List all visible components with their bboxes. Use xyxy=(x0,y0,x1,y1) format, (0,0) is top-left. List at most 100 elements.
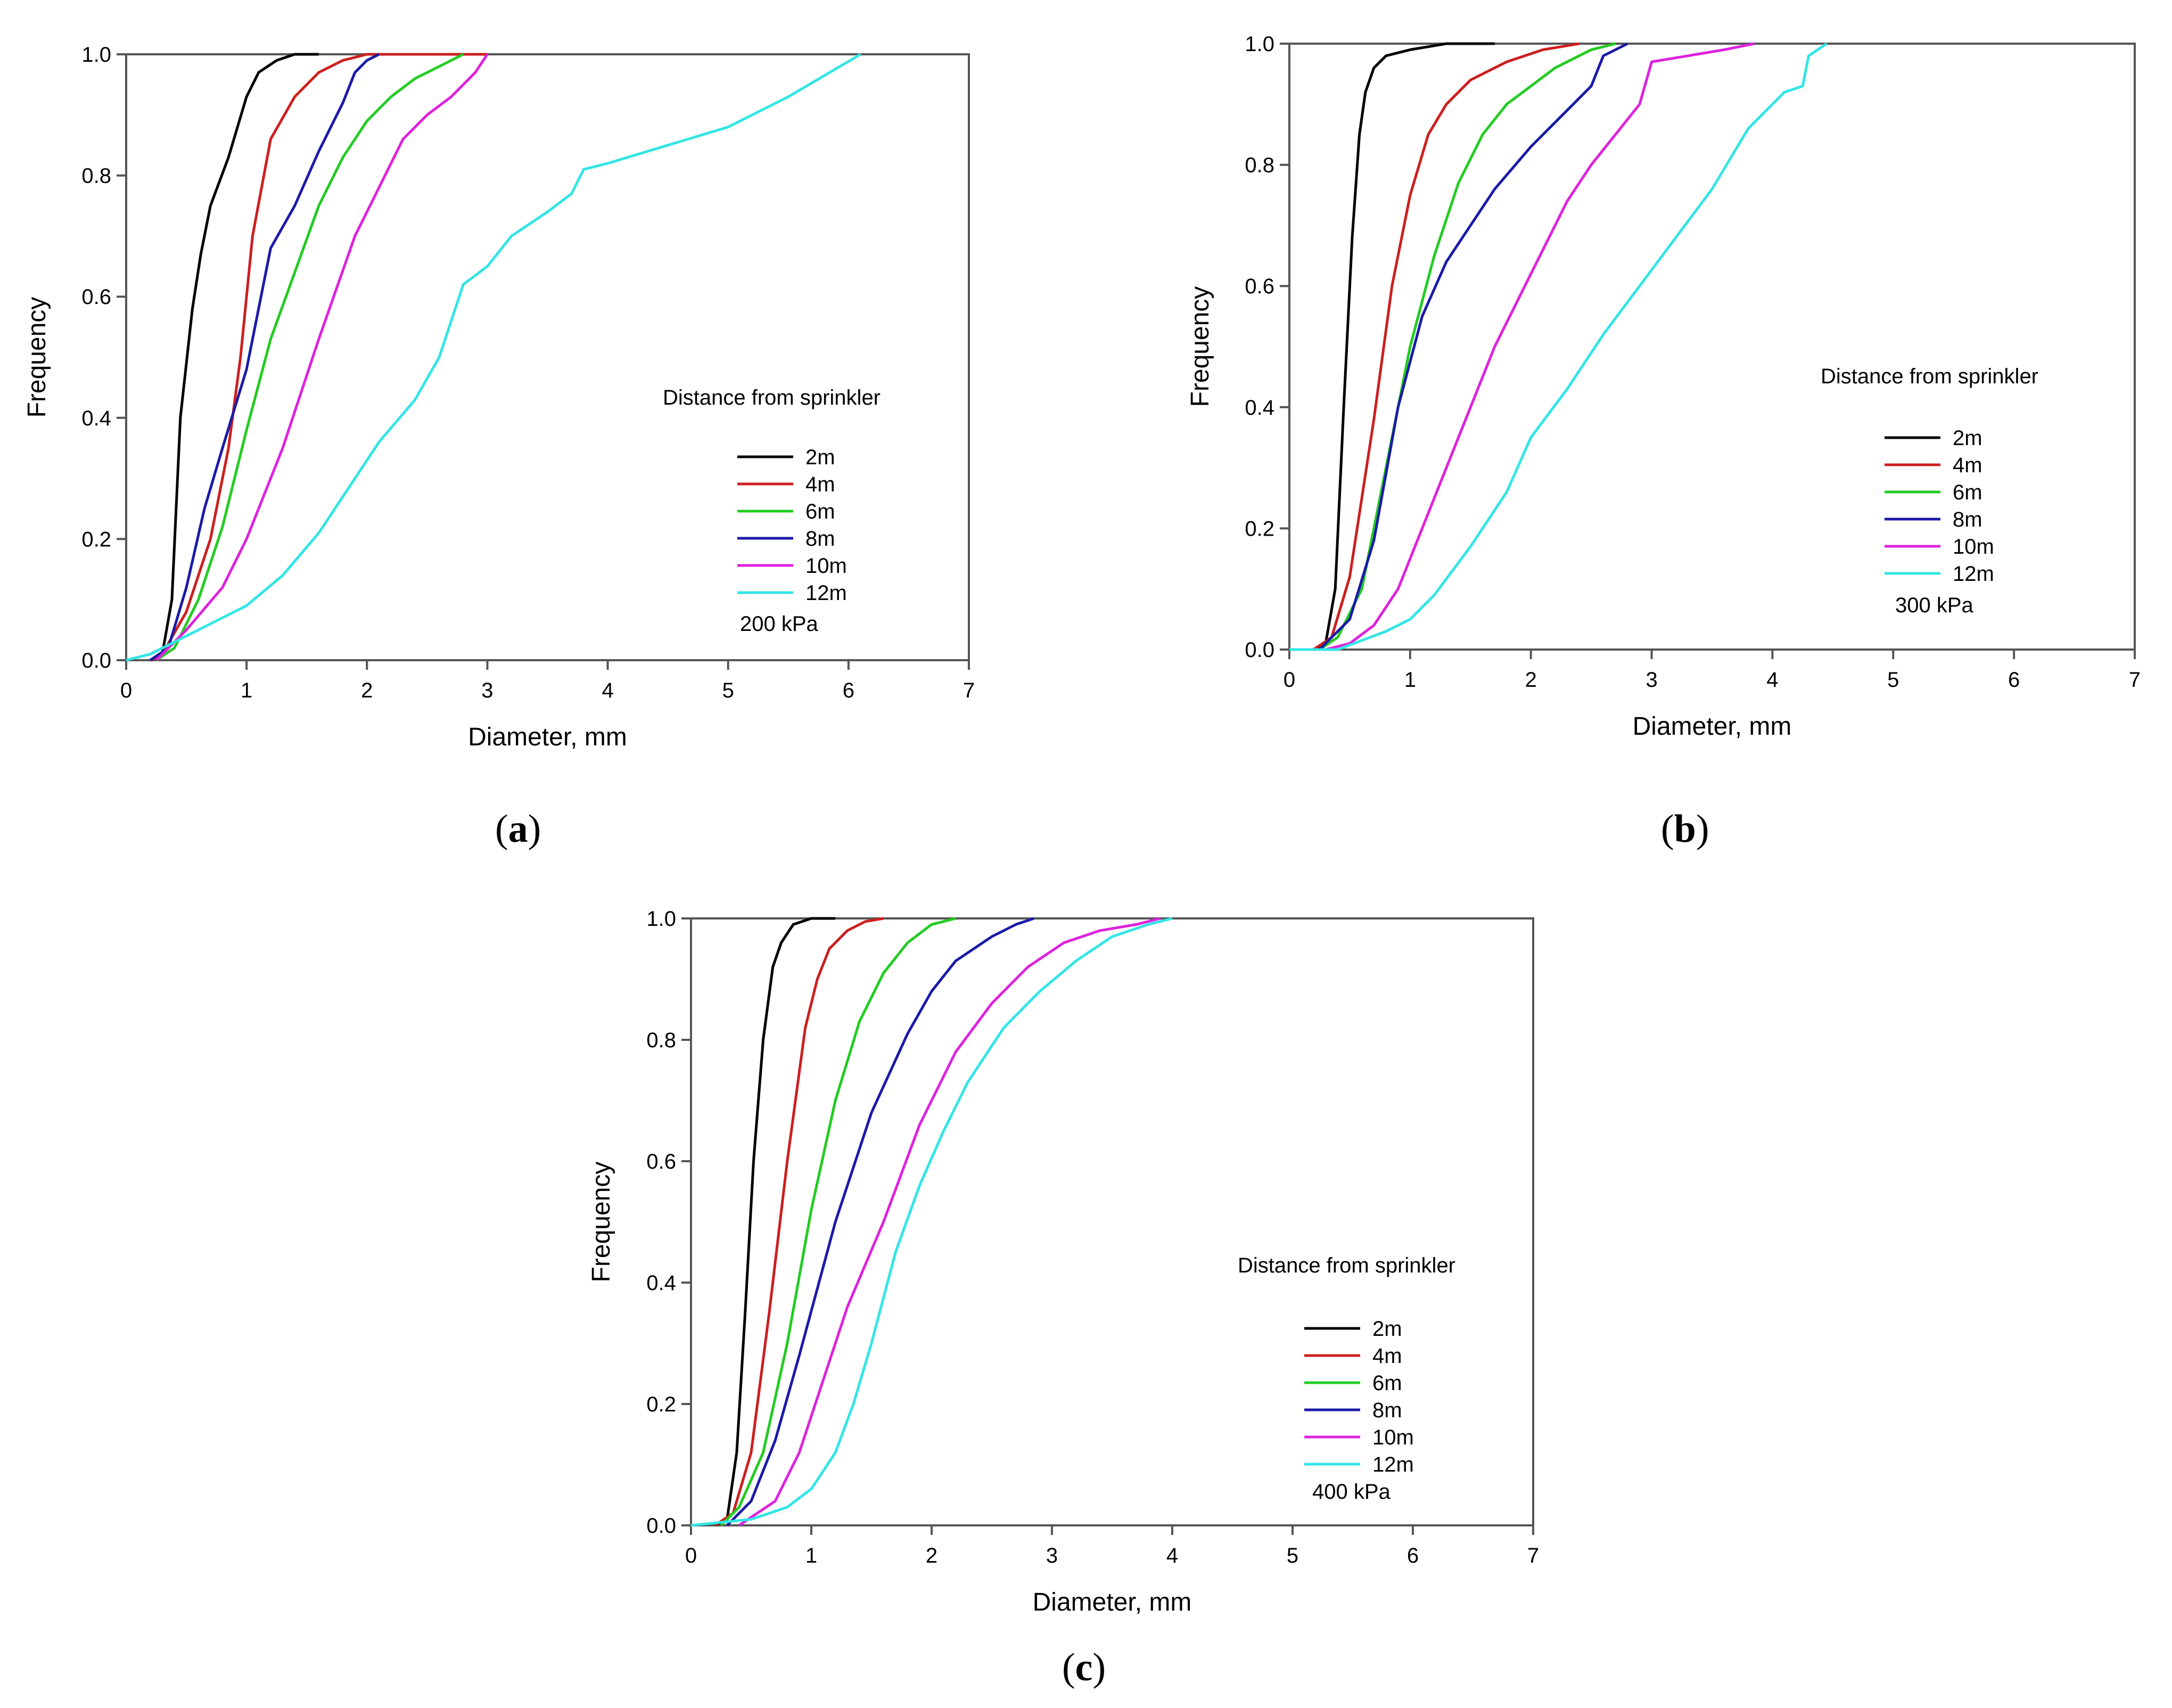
y-tick-label: 0.0 xyxy=(1245,638,1274,662)
x-tick-label: 7 xyxy=(1527,1544,1539,1567)
legend-label-12m: 12m xyxy=(805,581,847,605)
y-axis-label: Frequency xyxy=(1186,286,1214,407)
y-tick-label: 0.2 xyxy=(646,1393,676,1416)
y-tick-label: 0.8 xyxy=(646,1029,676,1052)
x-tick-label: 1 xyxy=(805,1544,817,1567)
y-tick-label: 0.6 xyxy=(1245,275,1274,298)
series-line-12m xyxy=(1289,42,1828,651)
y-tick-label: 0.2 xyxy=(81,528,111,551)
pressure-annotation: 300 kPa xyxy=(1895,594,1974,617)
x-tick-label: 5 xyxy=(722,679,734,702)
x-tick-label: 4 xyxy=(1766,668,1778,692)
legend-label-6m: 6m xyxy=(1372,1372,1402,1395)
legend-label-2m: 2m xyxy=(805,446,835,469)
legend-label-10m: 10m xyxy=(805,554,847,578)
series-line-8m xyxy=(726,917,1034,1526)
legend-label-10m: 10m xyxy=(1372,1426,1414,1449)
series-line-4m xyxy=(714,917,884,1527)
x-tick-label: 6 xyxy=(1407,1544,1419,1567)
chart-panel-b: 0 1 2 3 4 5 6 7 0.0 0.2 0.4 0.6 0.8 1.0 Diameter, mm Fr… xyxy=(1186,32,2141,741)
legend-label-8m: 8m xyxy=(1372,1399,1402,1422)
legend-label-2m: 2m xyxy=(1953,426,1982,450)
x-tick-label: 6 xyxy=(2008,668,2020,692)
series-line-12m xyxy=(126,53,861,662)
y-tick-label: 0.8 xyxy=(1245,154,1274,177)
series-line-2m xyxy=(714,917,836,1527)
y-axis-label: Frequency xyxy=(587,1162,615,1283)
x-tick-label: 2 xyxy=(361,679,373,702)
legend-label-6m: 6m xyxy=(805,500,835,523)
x-tick-label: 5 xyxy=(1887,668,1899,692)
y-tick-label: 0.8 xyxy=(81,165,111,188)
chart-panel-a: 0 1 2 3 4 5 6 7 0.0 0.2 0.4 0.6 0.8 1.0 Diameter, mm Fr… xyxy=(23,43,975,751)
legend-label-4m: 4m xyxy=(1953,454,1982,477)
y-tick-label: 1.0 xyxy=(81,43,111,67)
legend-title: Distance from sprinkler xyxy=(663,386,881,409)
x-tick-label: 4 xyxy=(602,679,613,702)
x-tick-label: 7 xyxy=(963,679,975,702)
legend-title: Distance from sprinkler xyxy=(1821,365,2038,388)
series-line-4m xyxy=(150,53,488,662)
x-tick-label: 4 xyxy=(1166,1544,1178,1567)
series-line-6m xyxy=(720,917,956,1526)
y-tick-label: 0.0 xyxy=(646,1514,676,1538)
x-tick-label: 3 xyxy=(1046,1544,1058,1567)
legend-label-6m: 6m xyxy=(1953,481,1982,504)
x-tick-label: 1 xyxy=(241,679,252,702)
x-tick-label: 5 xyxy=(1287,1544,1298,1567)
y-tick-label: 0.6 xyxy=(646,1150,676,1173)
x-axis-label: Diameter, mm xyxy=(1033,1588,1192,1616)
series-line-12m xyxy=(690,917,1173,1527)
legend-label-12m: 12m xyxy=(1372,1453,1414,1476)
x-tick-label: 3 xyxy=(481,679,493,702)
series-line-4m xyxy=(1313,42,1579,651)
x-tick-label: 2 xyxy=(926,1544,937,1567)
x-tick-label: 7 xyxy=(2129,668,2141,692)
legend-title: Distance from sprinkler xyxy=(1238,1254,1455,1277)
chart-panel-c: 0 1 2 3 4 5 6 7 0.0 0.2 0.4 0.6 0.8 1.0 Diameter, mm Fr… xyxy=(587,907,1539,1616)
x-tick-label: 1 xyxy=(1404,668,1416,692)
legend-label-2m: 2m xyxy=(1372,1317,1402,1341)
panel-label-a: (a) xyxy=(495,807,541,851)
x-tick-label: 6 xyxy=(843,679,854,702)
y-tick-label: 1.0 xyxy=(646,907,676,931)
series-line-6m xyxy=(1319,42,1616,651)
plot-frame xyxy=(1288,43,2136,651)
panel-label-c: (c) xyxy=(1062,1646,1106,1689)
y-tick-label: 1.0 xyxy=(1245,32,1274,56)
x-tick-label: 0 xyxy=(1284,668,1295,692)
series-line-10m xyxy=(738,917,1161,1527)
series-line-10m xyxy=(155,53,489,661)
panel-label-b: (b) xyxy=(1661,807,1709,851)
x-tick-label: 0 xyxy=(120,679,132,702)
legend-label-4m: 4m xyxy=(805,473,835,496)
y-axis-label: Frequency xyxy=(23,297,51,418)
legend-label-8m: 8m xyxy=(805,527,835,551)
x-tick-label: 2 xyxy=(1525,668,1537,692)
series-line-8m xyxy=(1318,42,1628,651)
plot-frame xyxy=(125,53,970,661)
pressure-annotation: 200 kPa xyxy=(740,612,819,636)
x-axis-label: Diameter, mm xyxy=(1633,712,1792,741)
y-tick-label: 0.4 xyxy=(1245,396,1274,420)
y-tick-label: 0.4 xyxy=(81,407,111,430)
series-line-10m xyxy=(1325,42,1755,651)
y-tick-label: 0.2 xyxy=(1245,517,1274,540)
legend-label-4m: 4m xyxy=(1372,1344,1402,1368)
x-tick-label: 3 xyxy=(1646,668,1657,692)
plot-frame xyxy=(690,917,1534,1526)
y-tick-label: 0.0 xyxy=(81,649,111,672)
y-tick-label: 0.4 xyxy=(646,1271,676,1295)
y-tick-label: 0.6 xyxy=(81,285,111,309)
series-line-2m xyxy=(150,53,319,662)
pressure-annotation: 400 kPa xyxy=(1312,1480,1391,1504)
series-line-8m xyxy=(149,53,380,662)
legend-label-10m: 10m xyxy=(1953,535,1994,559)
x-tick-label: 0 xyxy=(685,1544,697,1567)
x-axis-label: Diameter, mm xyxy=(468,723,627,751)
series-line-2m xyxy=(1313,42,1495,651)
series-line-6m xyxy=(155,53,464,662)
legend-label-12m: 12m xyxy=(1953,562,1994,586)
legend-label-8m: 8m xyxy=(1953,508,1982,531)
